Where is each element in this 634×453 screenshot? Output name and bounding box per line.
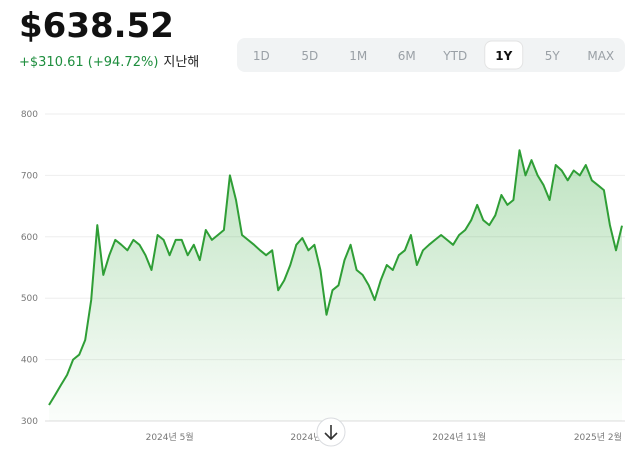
x-tick-label: 2024년 5월 [146,431,194,443]
price-line [48,149,623,406]
y-tick-label: 300 [21,417,38,427]
range-button[interactable]: 5Y [545,49,561,63]
area [49,150,622,421]
range-button[interactable]: 1Y [484,40,524,70]
range-label[interactable]: 5Y [545,49,561,63]
range-button[interactable]: MAX [587,49,614,63]
selected-pill[interactable] [484,40,524,70]
range-selector [237,38,625,72]
range-button[interactable]: 5D [301,49,318,63]
range-button[interactable]: 1M [349,49,367,63]
range-button[interactable]: 6M [398,49,416,63]
y-tick-label: 800 [21,110,38,120]
y-tick-label: 700 [21,171,38,181]
y-tick-label: 500 [21,294,38,304]
range-buttons: 1D 5D 1M 6M YTD 1Y 5Y MAX [253,40,614,70]
y-tick-label: 400 [21,356,38,366]
range-label[interactable]: 1D [253,49,270,63]
range-label[interactable]: 1Y [495,49,512,63]
range-button[interactable]: 1D [253,49,270,63]
y-tick-label: 600 [21,233,38,243]
range-label[interactable]: 6M [398,49,416,63]
scroll-down-button[interactable] [316,417,346,447]
price: $638.52 [19,6,174,46]
range-button[interactable]: YTD [442,49,467,63]
range-label[interactable]: MAX [587,49,614,63]
price-change: +$310.61 (+94.72%) [19,55,158,70]
range-label[interactable]: 5D [301,49,318,63]
range-label[interactable]: 1M [349,49,367,63]
range-label[interactable]: YTD [442,49,467,63]
arrow-icon[interactable] [324,425,338,441]
period: 지난해 [163,55,199,70]
x-tick-label: 2025년 2월 [574,431,622,443]
x-tick-label: 2024년 11월 [432,431,486,443]
change-line: +$310.61 (+94.72%) 지난해 [19,55,199,70]
